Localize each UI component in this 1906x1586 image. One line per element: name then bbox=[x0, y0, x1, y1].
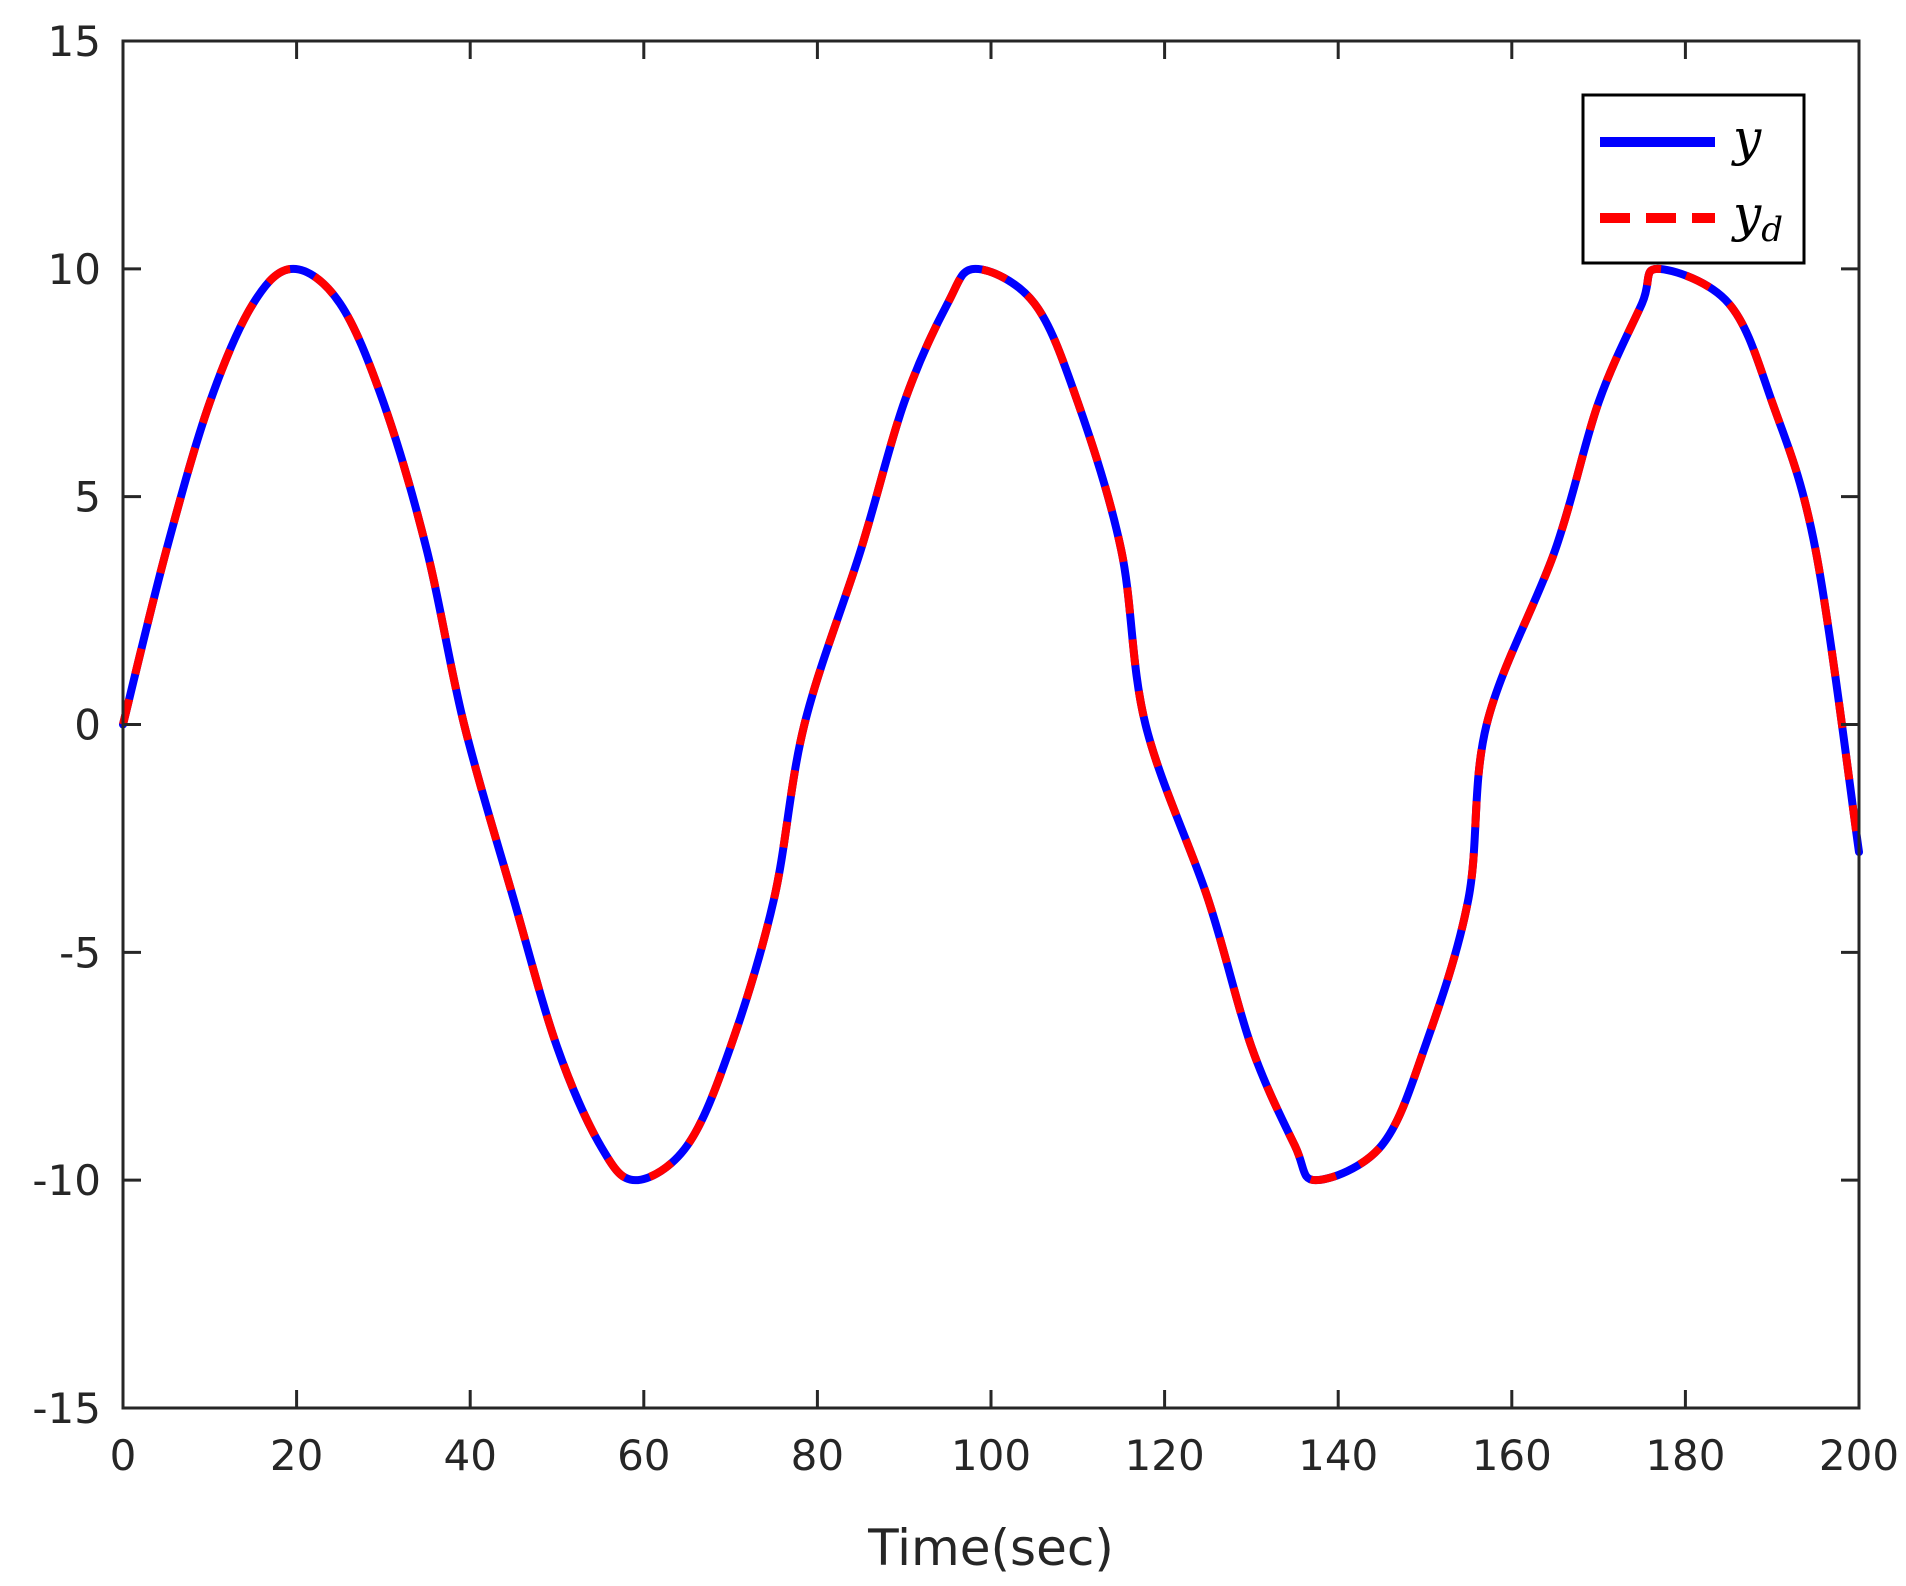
x-tick-label-8: 160 bbox=[1472, 1431, 1552, 1480]
series-layer bbox=[119, 264, 1863, 1185]
x-tick-label-3: 60 bbox=[617, 1431, 670, 1480]
y-tick-label-5: 10 bbox=[48, 245, 101, 294]
y-tick-label-4: 5 bbox=[74, 473, 101, 522]
x-tick-label-2: 40 bbox=[443, 1431, 496, 1480]
legend-label-yd-base: y bbox=[1731, 185, 1762, 243]
x-tick-label-7: 140 bbox=[1298, 1431, 1378, 1480]
legend: y yd bbox=[1581, 93, 1806, 265]
x-tick-label-1: 20 bbox=[270, 1431, 323, 1480]
x-tick-label-4: 80 bbox=[791, 1431, 844, 1480]
tick-labels: 0 20 40 60 80 100 120 140 160 180 200 -15 -10 -5 0 5 10 1… bbox=[32, 17, 1899, 1480]
y-tick-label-0: -15 bbox=[32, 1384, 101, 1433]
y-tick-label-2: -5 bbox=[59, 928, 101, 977]
x-tick-label-0: 0 bbox=[110, 1431, 137, 1480]
x-tick-label-6: 120 bbox=[1125, 1431, 1205, 1480]
x-axis-title: Time(sec) bbox=[867, 1519, 1114, 1577]
y-tick-label-1: -10 bbox=[32, 1156, 101, 1205]
series-line-yd bbox=[119, 264, 1863, 1185]
y-tick-label-6: 15 bbox=[48, 17, 101, 66]
legend-box bbox=[1581, 93, 1806, 265]
legend-label-y: y bbox=[1731, 109, 1762, 167]
x-tick-label-10: 200 bbox=[1819, 1431, 1899, 1480]
legend-label-yd-subscript: d bbox=[1761, 210, 1783, 250]
x-tick-label-5: 100 bbox=[951, 1431, 1031, 1480]
axes-box bbox=[121, 39, 1861, 1410]
x-tick-label-9: 180 bbox=[1645, 1431, 1725, 1480]
y-tick-label-3: 0 bbox=[74, 701, 101, 750]
legend-label-yd: yd bbox=[1731, 185, 1783, 250]
